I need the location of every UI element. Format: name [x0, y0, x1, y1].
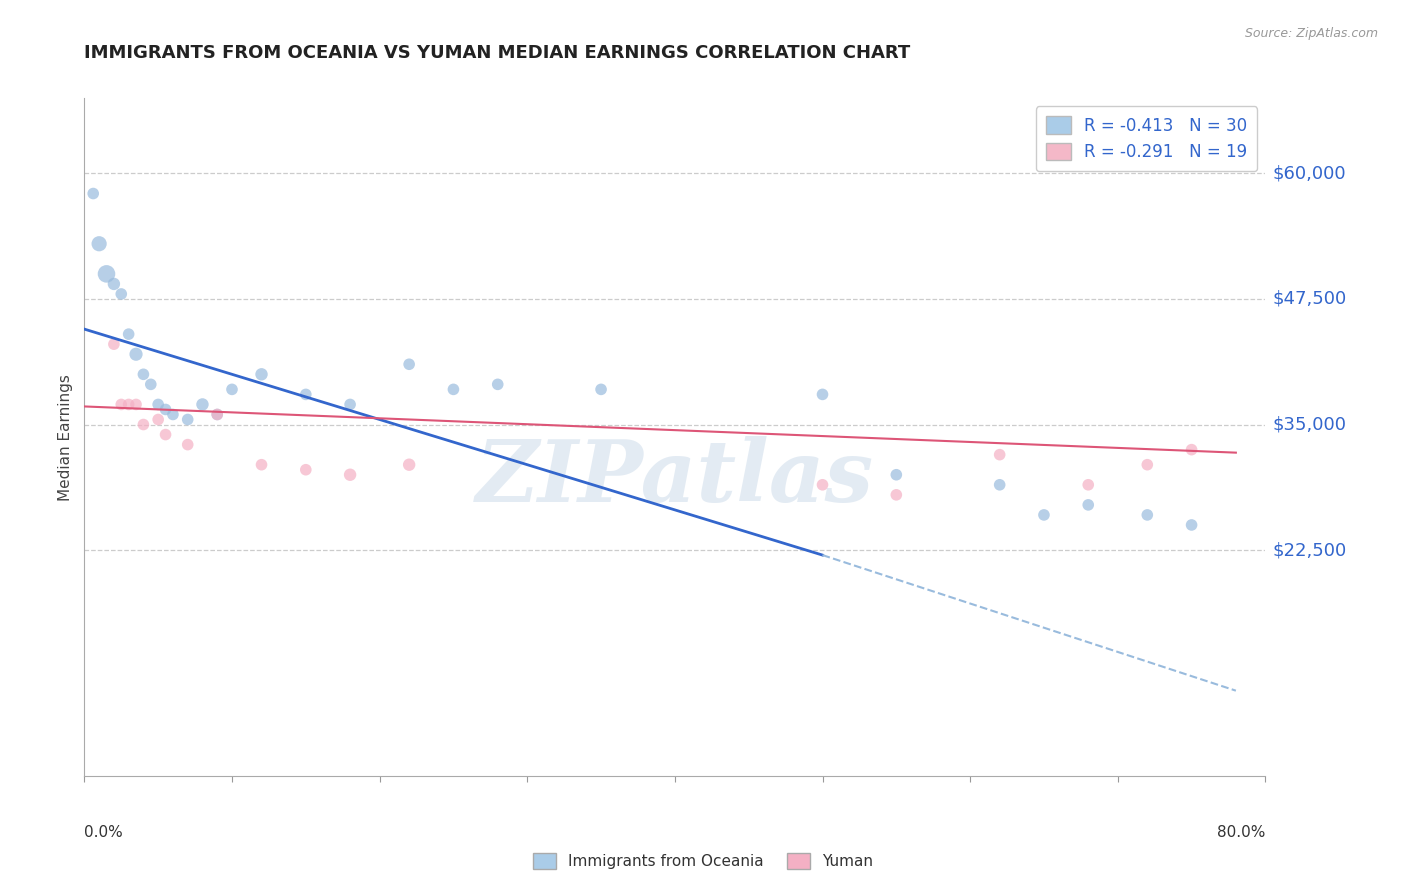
Point	[441, 383, 464, 397]
Point	[295, 387, 318, 401]
Point	[132, 417, 155, 432]
Point	[250, 458, 273, 472]
Point	[177, 412, 200, 426]
Point	[132, 368, 155, 382]
Point	[148, 412, 170, 426]
Point	[139, 377, 162, 392]
Point	[1136, 508, 1159, 522]
Point	[1180, 442, 1202, 457]
Point	[148, 397, 170, 411]
Point	[155, 427, 177, 442]
Text: 80.0%: 80.0%	[1218, 825, 1265, 840]
Point	[295, 463, 318, 477]
Point	[1077, 477, 1099, 491]
Point	[486, 377, 509, 392]
Text: $35,000: $35,000	[1272, 416, 1347, 434]
Point	[125, 397, 148, 411]
Point	[398, 357, 420, 371]
Point	[250, 368, 273, 382]
Point	[811, 387, 834, 401]
Point	[339, 467, 361, 482]
Point	[110, 397, 132, 411]
Point	[811, 477, 834, 491]
Point	[886, 488, 908, 502]
Y-axis label: Median Earnings: Median Earnings	[58, 374, 73, 500]
Text: Source: ZipAtlas.com: Source: ZipAtlas.com	[1244, 27, 1378, 40]
Point	[191, 397, 214, 411]
Point	[162, 408, 184, 422]
Point	[125, 347, 148, 361]
Point	[87, 236, 111, 251]
Text: ZIPatlas: ZIPatlas	[475, 436, 875, 519]
Point	[1077, 498, 1099, 512]
Legend: Immigrants from Oceania, Yuman: Immigrants from Oceania, Yuman	[527, 847, 879, 875]
Point	[398, 458, 420, 472]
Point	[988, 477, 1011, 491]
Point	[591, 383, 613, 397]
Point	[1180, 518, 1202, 533]
Point	[118, 327, 141, 342]
Legend: R = -0.413   N = 30, R = -0.291   N = 19: R = -0.413 N = 30, R = -0.291 N = 19	[1036, 106, 1257, 171]
Point	[110, 287, 132, 301]
Point	[205, 408, 228, 422]
Point	[103, 337, 125, 351]
Text: $60,000: $60,000	[1272, 164, 1346, 183]
Point	[96, 267, 118, 281]
Text: 0.0%: 0.0%	[84, 825, 124, 840]
Point	[339, 397, 361, 411]
Point	[82, 186, 104, 201]
Text: $47,500: $47,500	[1272, 290, 1347, 308]
Point	[177, 437, 200, 451]
Point	[1032, 508, 1054, 522]
Point	[988, 448, 1011, 462]
Point	[221, 383, 243, 397]
Point	[886, 467, 908, 482]
Point	[103, 277, 125, 291]
Point	[205, 408, 228, 422]
Text: $22,500: $22,500	[1272, 541, 1347, 559]
Text: IMMIGRANTS FROM OCEANIA VS YUMAN MEDIAN EARNINGS CORRELATION CHART: IMMIGRANTS FROM OCEANIA VS YUMAN MEDIAN …	[84, 45, 911, 62]
Point	[1136, 458, 1159, 472]
Point	[155, 402, 177, 417]
Point	[118, 397, 141, 411]
